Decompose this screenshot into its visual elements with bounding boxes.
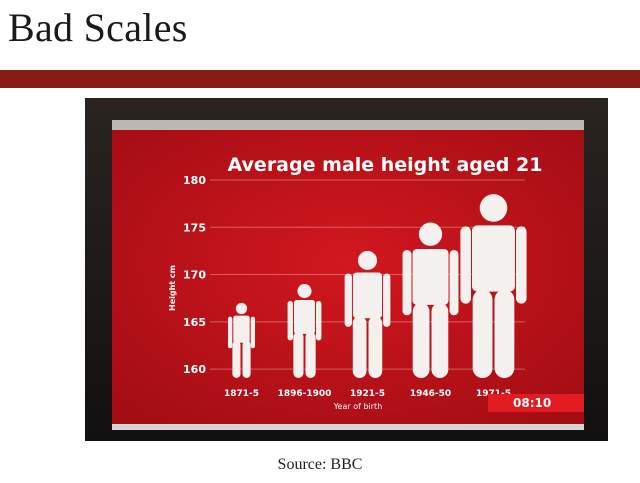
y-tick-label: 180 — [183, 174, 206, 187]
y-tick-label: 160 — [183, 363, 206, 376]
x-tick-label: 1946-50 — [410, 389, 451, 399]
human-figure-icon — [460, 194, 527, 378]
height-chart: 160 165 170 175 180 1871-5 1896-1900 1921-5 194… — [85, 98, 608, 441]
x-tick-label: 1896-1900 — [278, 389, 332, 399]
chart-title: Average male height aged 21 — [228, 154, 543, 176]
y-tick-labels: 160 165 170 175 180 — [183, 174, 206, 376]
x-tick-label: 1871-5 — [224, 389, 259, 399]
source-caption: Source: BBC — [277, 456, 363, 473]
x-tick-label: 1921-5 — [350, 389, 385, 399]
human-figure-icon — [287, 284, 322, 378]
human-figure-icon — [402, 222, 459, 378]
screen-bottom-band — [112, 424, 584, 430]
clock-badge — [488, 394, 584, 412]
y-tick-label: 165 — [183, 316, 206, 329]
human-figure-icon — [344, 250, 391, 378]
clock-text: 08:10 — [513, 396, 551, 410]
y-tick-label: 170 — [183, 269, 206, 282]
y-tick-label: 175 — [183, 221, 206, 234]
height-figures — [227, 194, 527, 378]
title-rule — [0, 70, 640, 88]
human-figure-icon — [227, 302, 256, 378]
bbc-screen-photo: 160 165 170 175 180 1871-5 1896-1900 1921-5 194… — [85, 98, 608, 441]
x-axis-label: Year of birth — [333, 402, 383, 411]
y-axis-label: Height cm — [168, 265, 177, 311]
slide-title: Bad Scales — [8, 5, 188, 50]
